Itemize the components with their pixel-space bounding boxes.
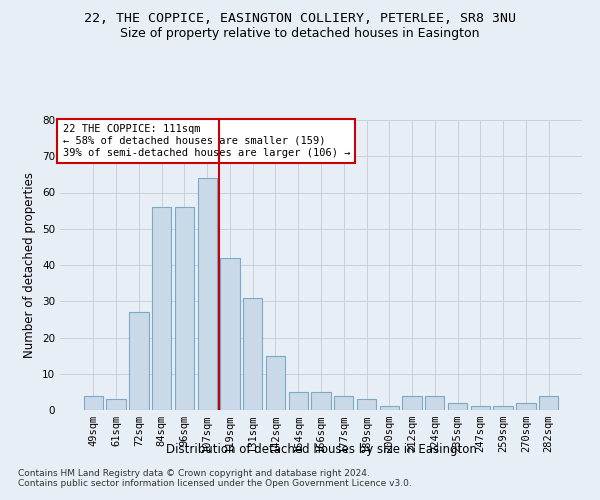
Bar <box>152 207 172 410</box>
Bar <box>84 396 103 410</box>
Bar <box>106 399 126 410</box>
Bar <box>516 403 536 410</box>
Bar <box>493 406 513 410</box>
Bar <box>425 396 445 410</box>
Bar <box>311 392 331 410</box>
Bar <box>175 207 194 410</box>
Bar <box>334 396 353 410</box>
Bar <box>243 298 262 410</box>
Bar <box>403 396 422 410</box>
Bar <box>380 406 399 410</box>
Bar <box>539 396 558 410</box>
Bar <box>220 258 239 410</box>
Text: 22 THE COPPICE: 111sqm
← 58% of detached houses are smaller (159)
39% of semi-de: 22 THE COPPICE: 111sqm ← 58% of detached… <box>62 124 350 158</box>
Y-axis label: Number of detached properties: Number of detached properties <box>23 172 37 358</box>
Bar <box>470 406 490 410</box>
Bar <box>289 392 308 410</box>
Text: Contains HM Land Registry data © Crown copyright and database right 2024.: Contains HM Land Registry data © Crown c… <box>18 468 370 477</box>
Bar <box>357 399 376 410</box>
Text: Distribution of detached houses by size in Easington: Distribution of detached houses by size … <box>166 442 476 456</box>
Bar <box>197 178 217 410</box>
Text: Size of property relative to detached houses in Easington: Size of property relative to detached ho… <box>120 28 480 40</box>
Text: Contains public sector information licensed under the Open Government Licence v3: Contains public sector information licen… <box>18 478 412 488</box>
Bar <box>129 312 149 410</box>
Bar <box>448 403 467 410</box>
Text: 22, THE COPPICE, EASINGTON COLLIERY, PETERLEE, SR8 3NU: 22, THE COPPICE, EASINGTON COLLIERY, PET… <box>84 12 516 26</box>
Bar <box>266 356 285 410</box>
